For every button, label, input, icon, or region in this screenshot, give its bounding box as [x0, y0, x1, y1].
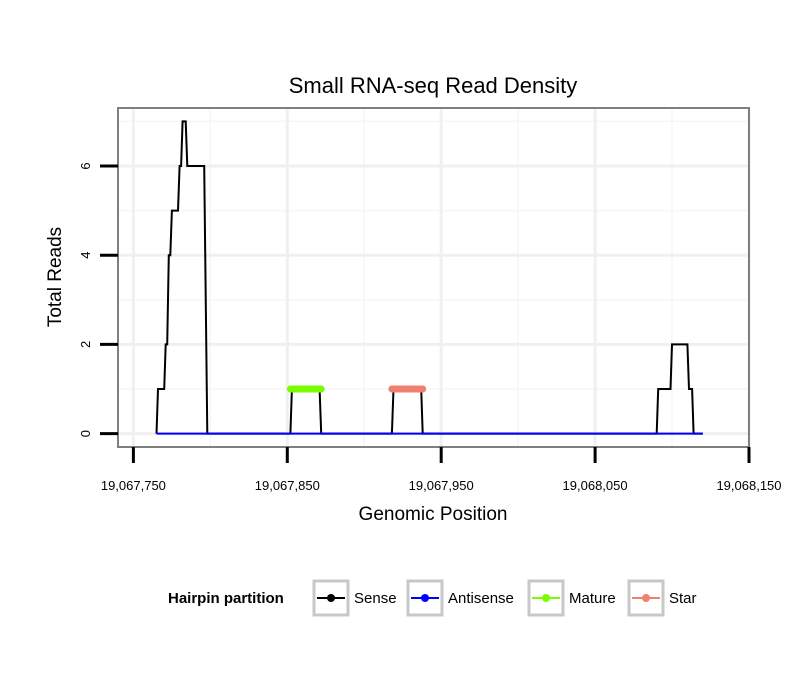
x-tick-label: 19,067,750	[101, 478, 166, 493]
legend-key-star: Star	[627, 579, 697, 617]
legend-key-dot	[542, 594, 550, 602]
x-tick-label: 19,067,850	[255, 478, 320, 493]
legend-key-dot	[421, 594, 429, 602]
legend-key-dot	[642, 594, 650, 602]
legend-key-antisense: Antisense	[406, 579, 514, 617]
legend: Hairpin partition Sense Antisense Mature St…	[168, 579, 697, 617]
y-axis-label: Total Reads	[45, 227, 66, 327]
legend-entry-label: Star	[669, 590, 697, 607]
legend-entry-label: Antisense	[448, 590, 514, 607]
x-tick-label: 19,067,950	[409, 478, 474, 493]
chart-title: Small RNA-seq Read Density	[289, 73, 578, 98]
legend-key-dot	[327, 594, 335, 602]
legend-title: Hairpin partition	[168, 590, 284, 607]
y-tick-label: 6	[78, 162, 93, 169]
y-tick-label: 4	[78, 252, 93, 259]
y-tick-label: 2	[78, 341, 93, 348]
x-tick-label: 19,068,150	[716, 478, 781, 493]
plot-background	[118, 108, 749, 447]
legend-key-sense: Sense	[312, 579, 397, 617]
legend-entry-label: Mature	[569, 590, 616, 607]
legend-entry-label: Sense	[354, 590, 397, 607]
x-axis-label: Genomic Position	[359, 504, 508, 525]
legend-key-mature: Mature	[527, 579, 616, 617]
x-tick-label: 19,068,050	[563, 478, 628, 493]
plot-border	[117, 107, 750, 448]
plot-area: 19,067,750 19,067,850 19,067,950 19,068,050…	[78, 107, 782, 493]
y-tick-label: 0	[78, 430, 93, 437]
